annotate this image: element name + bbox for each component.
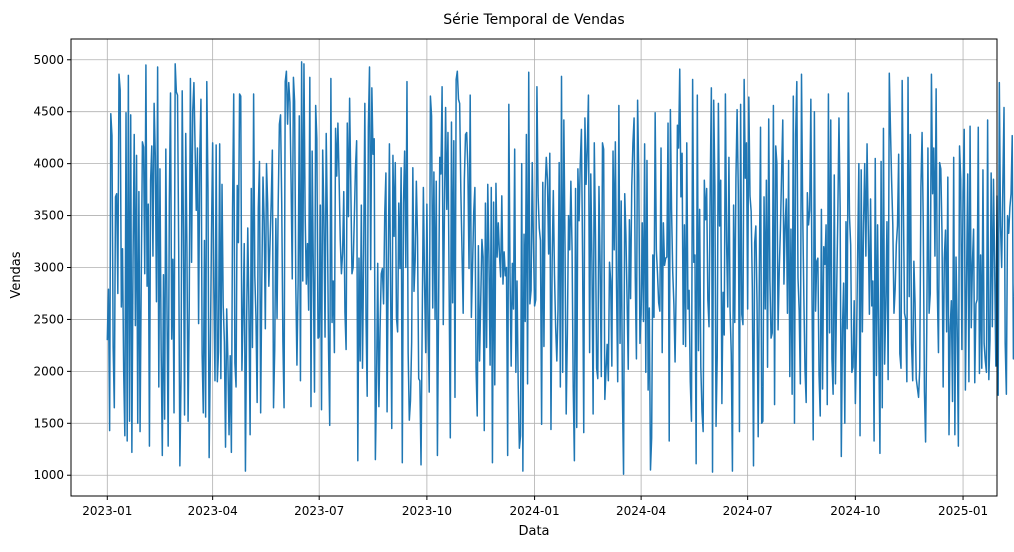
y-tick-label: 2000 — [33, 364, 64, 378]
x-tick-label: 2025-01 — [938, 504, 988, 518]
y-tick-label: 5000 — [33, 53, 64, 67]
y-tick-label: 1000 — [33, 468, 64, 482]
y-axis: 1000 1500 2000 2500 3000 3500 4000 4500 5000 — [33, 53, 71, 482]
x-tick-label: 2023-04 — [188, 504, 238, 518]
y-tick-label: 3000 — [33, 261, 64, 275]
y-tick-label: 1500 — [33, 416, 64, 430]
y-tick-label: 3500 — [33, 209, 64, 223]
y-tick-label: 4500 — [33, 105, 64, 119]
y-tick-label: 4000 — [33, 157, 64, 171]
x-tick-label: 2023-07 — [294, 504, 344, 518]
chart-title: Série Temporal de Vendas — [443, 12, 624, 28]
x-tick-label: 2023-10 — [402, 504, 452, 518]
x-tick-label: 2023-01 — [82, 504, 132, 518]
x-tick-label: 2024-07 — [723, 504, 773, 518]
series-layer — [106, 61, 1014, 475]
y-tick-label: 2500 — [33, 312, 64, 326]
x-tick-label: 2024-04 — [616, 504, 666, 518]
series-line-0 — [106, 61, 1014, 475]
x-axis: 2023-01 2023-04 2023-07 2023-10 2024-01 2024-… — [82, 496, 988, 518]
x-tick-label: 2024-10 — [830, 504, 880, 518]
x-axis-label: Data — [518, 524, 549, 539]
x-tick-label: 2024-01 — [510, 504, 560, 518]
y-axis-label: Vendas — [9, 251, 24, 298]
